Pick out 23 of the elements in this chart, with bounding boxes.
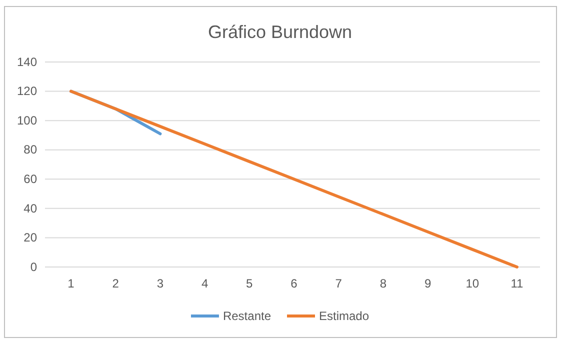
x-tick-label: 7	[335, 276, 342, 291]
x-tick-label: 3	[156, 276, 164, 291]
x-tick-label: 5	[246, 276, 254, 291]
x-tick-label: 1	[68, 276, 75, 291]
y-tick-label: 100	[16, 113, 38, 128]
x-tick-label: 8	[380, 276, 387, 291]
x-tick-label: 6	[290, 276, 298, 291]
legend-label: Restante	[222, 309, 272, 323]
x-tick-label: 2	[112, 276, 120, 291]
x-tick-label: 10	[466, 276, 480, 291]
y-tick-label: 60	[24, 172, 38, 186]
y-tick-label: 140	[16, 54, 38, 69]
x-tick-label: 11	[510, 276, 524, 291]
x-tick-label: 9	[424, 276, 432, 291]
legend-label: Estimado	[319, 309, 370, 323]
y-tick-label: 80	[24, 142, 38, 157]
line-series	[70, 90, 518, 268]
y-tick-label: 0	[30, 260, 38, 274]
y-tick-label: 40	[24, 201, 38, 216]
y-tick-label: 20	[24, 230, 38, 245]
y-tick-label: 120	[16, 84, 38, 98]
chart-title: Gráfico Burndown	[208, 22, 352, 42]
x-tick-label: 4	[201, 276, 208, 291]
